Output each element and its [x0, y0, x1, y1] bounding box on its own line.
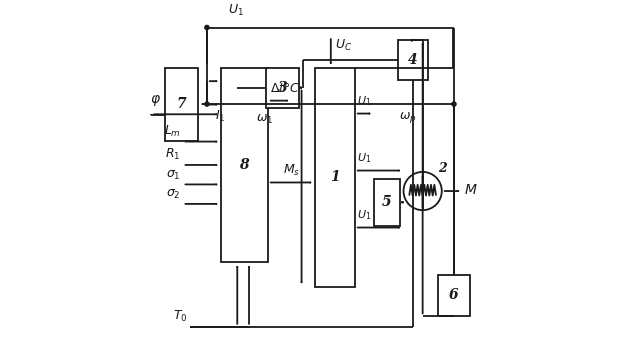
- Text: 7: 7: [177, 97, 186, 111]
- Text: 6: 6: [449, 288, 459, 302]
- Text: 8: 8: [239, 158, 249, 172]
- Text: $\omega_1$: $\omega_1$: [256, 113, 273, 126]
- Bar: [266, 67, 299, 107]
- Bar: [315, 67, 355, 287]
- Text: $\Delta t°C$: $\Delta t°C$: [269, 82, 300, 95]
- Text: $I_1$: $I_1$: [214, 109, 225, 124]
- Text: 1: 1: [330, 170, 340, 184]
- Text: 3: 3: [278, 81, 287, 95]
- Circle shape: [452, 102, 456, 106]
- Text: $U_C$: $U_C$: [335, 38, 352, 54]
- Text: 2: 2: [438, 162, 447, 175]
- Bar: [165, 67, 198, 141]
- Circle shape: [205, 102, 209, 106]
- Text: $U_1$: $U_1$: [228, 2, 244, 18]
- Text: 5: 5: [382, 195, 392, 209]
- Text: $U_1$: $U_1$: [356, 151, 371, 165]
- Bar: [221, 67, 268, 262]
- Text: $\varphi$: $\varphi$: [150, 93, 161, 108]
- Text: $U_1$: $U_1$: [356, 94, 371, 108]
- Text: 4: 4: [408, 53, 418, 67]
- Text: $R_1$: $R_1$: [165, 147, 181, 162]
- Text: $L_m$: $L_m$: [164, 124, 181, 139]
- Bar: [398, 40, 428, 80]
- Text: $M_s$: $M_s$: [283, 162, 300, 177]
- Text: $T_0$: $T_0$: [173, 309, 188, 324]
- Text: $U_1$: $U_1$: [356, 208, 371, 222]
- Text: $\sigma_1$: $\sigma_1$: [166, 169, 181, 182]
- Circle shape: [205, 25, 209, 30]
- Bar: [438, 275, 470, 316]
- Text: $\sigma_2$: $\sigma_2$: [166, 188, 181, 201]
- Text: $M$: $M$: [465, 183, 478, 197]
- Text: $\omega_p$: $\omega_p$: [399, 110, 417, 125]
- Bar: [374, 179, 400, 226]
